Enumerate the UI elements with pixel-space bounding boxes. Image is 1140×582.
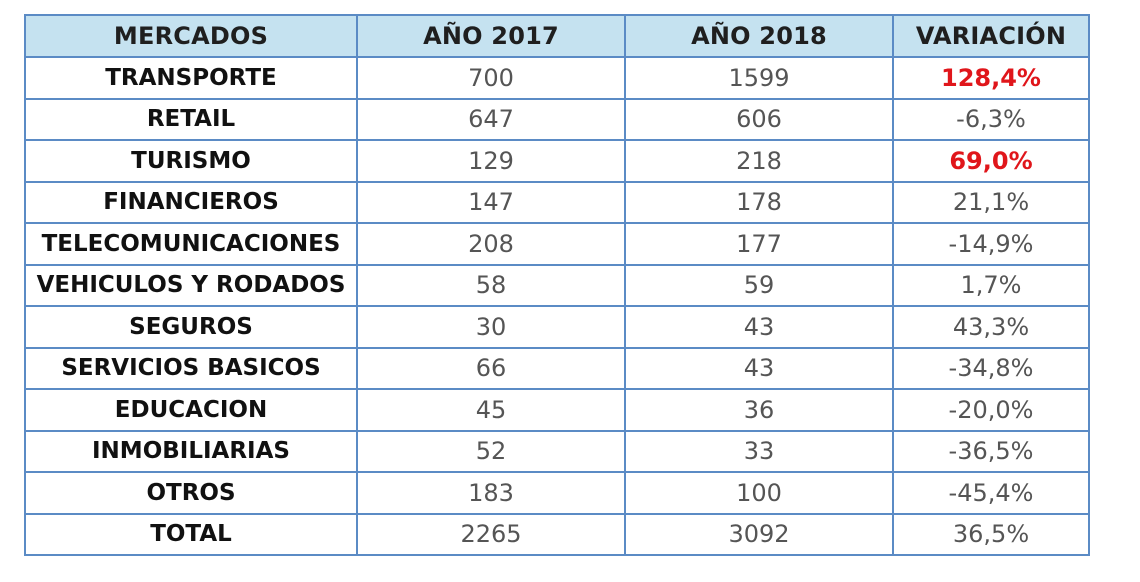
market-cell: FINANCIEROS xyxy=(24,180,358,224)
variation-cell: -20,0% xyxy=(892,388,1090,432)
year-2018-cell: 59 xyxy=(624,263,894,307)
header-mercados: MERCADOS xyxy=(24,14,358,58)
table-row: TOTAL 2265 3092 36,5% xyxy=(24,512,1090,556)
table-row: RETAIL 647 606 -6,3% xyxy=(24,97,1090,141)
year-2017-cell: 2265 xyxy=(356,512,626,556)
table-body: TRANSPORTE 700 1599 128,4% RETAIL 647 606 -6,3%… xyxy=(24,56,1090,556)
market-cell: RETAIL xyxy=(24,97,358,141)
year-2017-cell: 647 xyxy=(356,97,626,141)
year-2018-cell: 606 xyxy=(624,97,894,141)
year-2017-cell: 700 xyxy=(356,56,626,100)
year-2017-cell: 45 xyxy=(356,388,626,432)
year-2018-cell: 100 xyxy=(624,471,894,515)
year-2017-cell: 30 xyxy=(356,305,626,349)
year-2017-cell: 208 xyxy=(356,222,626,266)
market-cell: TRANSPORTE xyxy=(24,56,358,100)
variation-cell: -14,9% xyxy=(892,222,1090,266)
market-cell: TELECOMUNICACIONES xyxy=(24,222,358,266)
markets-table: MERCADOS AÑO 2017 AÑO 2018 VARIACIÓN TRA… xyxy=(24,14,1090,556)
market-cell: EDUCACION xyxy=(24,388,358,432)
variation-cell: -36,5% xyxy=(892,429,1090,473)
market-cell: VEHICULOS Y RODADOS xyxy=(24,263,358,307)
market-cell: TURISMO xyxy=(24,139,358,183)
table-row: TRANSPORTE 700 1599 128,4% xyxy=(24,56,1090,100)
market-cell: INMOBILIARIAS xyxy=(24,429,358,473)
header-variacion: VARIACIÓN xyxy=(892,14,1090,58)
variation-cell: 1,7% xyxy=(892,263,1090,307)
table-row: TELECOMUNICACIONES 208 177 -14,9% xyxy=(24,222,1090,266)
table-row: INMOBILIARIAS 52 33 -36,5% xyxy=(24,429,1090,473)
variation-cell: -34,8% xyxy=(892,346,1090,390)
year-2018-cell: 36 xyxy=(624,388,894,432)
year-2017-cell: 129 xyxy=(356,139,626,183)
year-2017-cell: 52 xyxy=(356,429,626,473)
market-cell: TOTAL xyxy=(24,512,358,556)
table-row: SEGUROS 30 43 43,3% xyxy=(24,305,1090,349)
variation-cell: 128,4% xyxy=(892,56,1090,100)
table-row: TURISMO 129 218 69,0% xyxy=(24,139,1090,183)
year-2018-cell: 177 xyxy=(624,222,894,266)
year-2018-cell: 178 xyxy=(624,180,894,224)
year-2018-cell: 3092 xyxy=(624,512,894,556)
header-ano-2018: AÑO 2018 xyxy=(624,14,894,58)
year-2018-cell: 33 xyxy=(624,429,894,473)
market-cell: OTROS xyxy=(24,471,358,515)
year-2017-cell: 66 xyxy=(356,346,626,390)
variation-cell: -45,4% xyxy=(892,471,1090,515)
market-cell: SERVICIOS BASICOS xyxy=(24,346,358,390)
market-cell: SEGUROS xyxy=(24,305,358,349)
table-row: VEHICULOS Y RODADOS 58 59 1,7% xyxy=(24,263,1090,307)
header-ano-2017: AÑO 2017 xyxy=(356,14,626,58)
year-2018-cell: 1599 xyxy=(624,56,894,100)
markets-table-container: MERCADOS AÑO 2017 AÑO 2018 VARIACIÓN TRA… xyxy=(24,14,1090,556)
variation-cell: -6,3% xyxy=(892,97,1090,141)
table-row: OTROS 183 100 -45,4% xyxy=(24,471,1090,515)
year-2018-cell: 43 xyxy=(624,346,894,390)
year-2017-cell: 183 xyxy=(356,471,626,515)
table-row: SERVICIOS BASICOS 66 43 -34,8% xyxy=(24,346,1090,390)
variation-cell: 21,1% xyxy=(892,180,1090,224)
variation-cell: 36,5% xyxy=(892,512,1090,556)
year-2018-cell: 218 xyxy=(624,139,894,183)
year-2017-cell: 58 xyxy=(356,263,626,307)
table-row: EDUCACION 45 36 -20,0% xyxy=(24,388,1090,432)
variation-cell: 69,0% xyxy=(892,139,1090,183)
table-row: FINANCIEROS 147 178 21,1% xyxy=(24,180,1090,224)
year-2018-cell: 43 xyxy=(624,305,894,349)
variation-cell: 43,3% xyxy=(892,305,1090,349)
header-row: MERCADOS AÑO 2017 AÑO 2018 VARIACIÓN xyxy=(24,14,1090,58)
year-2017-cell: 147 xyxy=(356,180,626,224)
